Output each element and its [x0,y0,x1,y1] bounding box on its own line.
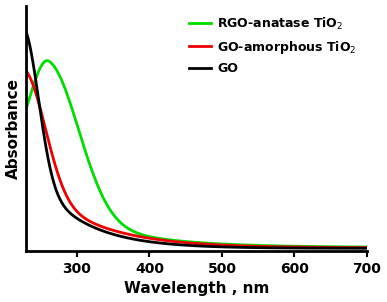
RGO-anatase TiO$_2$ [41,61,46,65]
GO [355,246,360,250]
GO [365,246,369,250]
GO [41,130,46,134]
GO [354,246,359,250]
GO [24,30,28,34]
Legend: RGO-anatase TiO$_2$, GO-amorphous TiO$_2$, GO: RGO-anatase TiO$_2$, GO-amorphous TiO$_2… [185,12,361,79]
GO [292,246,297,250]
RGO-anatase TiO$_2$ [24,107,28,111]
GO-amorphous TiO$_2$ [190,241,194,245]
GO-amorphous TiO$_2$ [41,119,46,123]
RGO-anatase TiO$_2$ [190,240,194,244]
Y-axis label: Absorbance: Absorbance [5,78,21,179]
GO-amorphous TiO$_2$ [354,246,359,249]
GO [190,244,194,247]
X-axis label: Wavelength , nm: Wavelength , nm [124,281,269,297]
Line: GO: GO [26,32,367,248]
RGO-anatase TiO$_2$ [181,239,185,243]
GO-amorphous TiO$_2$ [365,246,369,249]
RGO-anatase TiO$_2$ [293,244,297,248]
Line: RGO-anatase TiO$_2$: RGO-anatase TiO$_2$ [26,61,367,247]
GO-amorphous TiO$_2$ [355,246,360,249]
Line: GO-amorphous TiO$_2$: GO-amorphous TiO$_2$ [26,71,367,248]
RGO-anatase TiO$_2$ [365,245,369,249]
RGO-anatase TiO$_2$ [45,59,50,63]
GO [180,243,185,247]
GO-amorphous TiO$_2$ [24,69,28,73]
RGO-anatase TiO$_2$ [355,245,360,249]
GO-amorphous TiO$_2$ [292,245,297,249]
GO-amorphous TiO$_2$ [180,241,185,244]
RGO-anatase TiO$_2$ [355,245,360,249]
